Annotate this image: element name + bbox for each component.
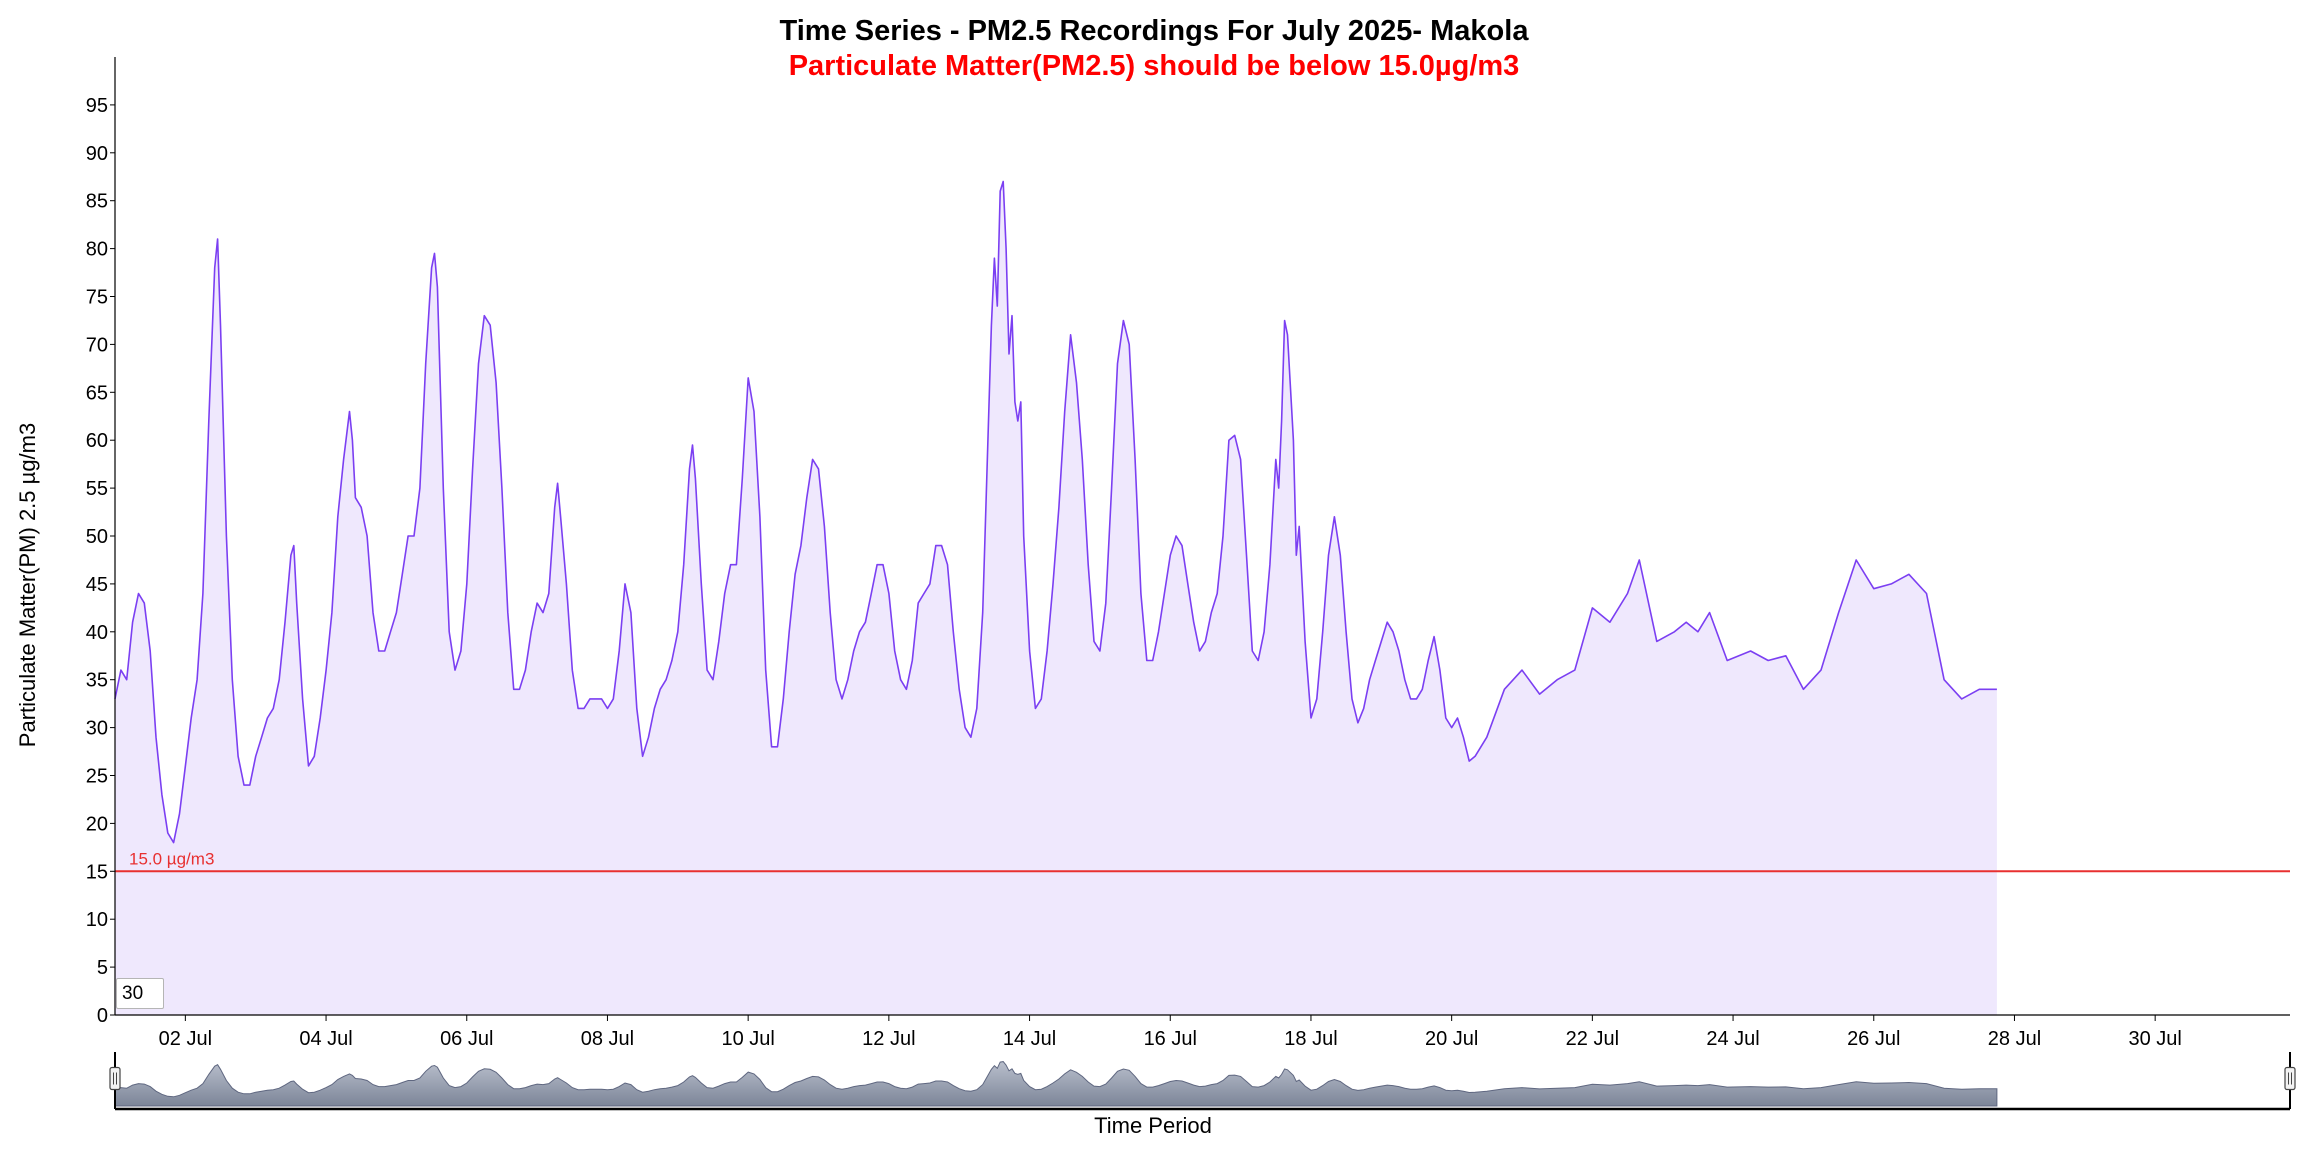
- y-tick-label: 50: [86, 526, 108, 548]
- x-tick-label: 06 Jul: [440, 1028, 493, 1050]
- navigator-area: [114, 1061, 1998, 1107]
- chart-subtitle: Particulate Matter(PM2.5) should be belo…: [789, 50, 1520, 82]
- y-tick-label: 0: [97, 1005, 108, 1027]
- x-tick-label: 20 Jul: [1425, 1028, 1478, 1050]
- y-tick-label: 40: [86, 622, 108, 644]
- y-tick-label: 75: [86, 287, 108, 309]
- x-tick-label: 16 Jul: [1144, 1028, 1197, 1050]
- x-tick-label: 14 Jul: [1003, 1028, 1056, 1050]
- y-tick-label: 90: [86, 143, 108, 165]
- y-tick-label: 85: [86, 191, 108, 213]
- x-tick-label: 22 Jul: [1566, 1028, 1619, 1050]
- x-tick-label: 18 Jul: [1284, 1028, 1337, 1050]
- x-tick-label: 28 Jul: [1988, 1028, 2041, 1050]
- threshold-label: 15.0 µg/m3: [129, 849, 214, 868]
- x-tick-label: 30 Jul: [2128, 1028, 2181, 1050]
- y-tick-label: 45: [86, 574, 108, 596]
- y-tick-label: 30: [86, 718, 108, 740]
- y-tick-label: 80: [86, 239, 108, 261]
- x-tick-label: 04 Jul: [299, 1028, 352, 1050]
- pm25-series-line: [114, 180, 1997, 844]
- y-tick-label: 20: [86, 813, 108, 835]
- x-axis-label: Time Period: [1094, 1113, 1212, 1138]
- x-tick-label: 12 Jul: [862, 1028, 915, 1050]
- y-axis-label: Particulate Matter(PM) 2.5 µg/m3: [15, 423, 40, 747]
- y-tick-label: 25: [86, 766, 108, 788]
- navigator-right-handle[interactable]: [2284, 1066, 2296, 1091]
- y-tick-label: 15: [86, 861, 108, 883]
- y-tick-label: 65: [86, 382, 108, 404]
- chart-title: Time Series - PM2.5 Recordings For July …: [780, 15, 1530, 47]
- y-tick-label: 35: [86, 670, 108, 692]
- y-tick-label: 55: [86, 478, 108, 500]
- navigator-left-handle[interactable]: [109, 1066, 121, 1091]
- x-tick-label: 26 Jul: [1847, 1028, 1900, 1050]
- x-tick-label: 02 Jul: [159, 1028, 212, 1050]
- pm25-area-fill: [115, 181, 1997, 1015]
- x-tick-label: 08 Jul: [581, 1028, 634, 1050]
- y-tick-label: 95: [86, 95, 108, 117]
- main-plot-area: 15.0 µg/m3 0 5 10 15 20 25 30 35 40 45 50 55 60 65 70 75…: [86, 57, 2290, 1050]
- x-tick-label: 24 Jul: [1706, 1028, 1759, 1050]
- y-tick-label: 10: [86, 909, 108, 931]
- x-tick-label: 10 Jul: [721, 1028, 774, 1050]
- y-tick-label: 70: [86, 334, 108, 356]
- range-navigator[interactable]: [109, 1052, 2296, 1111]
- rolling-window-input[interactable]: [116, 978, 164, 1009]
- y-tick-label: 60: [86, 430, 108, 452]
- y-tick-label: 5: [97, 957, 108, 979]
